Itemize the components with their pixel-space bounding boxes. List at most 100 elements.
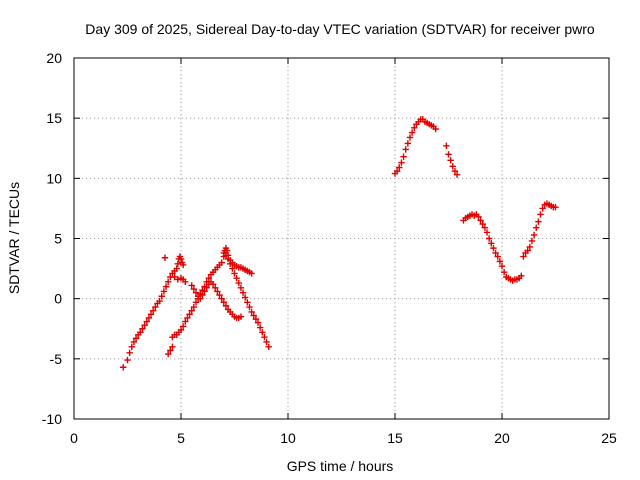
data-point — [203, 284, 210, 292]
data-point — [398, 159, 405, 166]
data-point — [124, 356, 131, 364]
data-point — [192, 299, 200, 306]
data-point — [451, 167, 459, 175]
data-point — [518, 272, 525, 280]
data-point — [190, 303, 198, 311]
data-point — [174, 276, 181, 283]
data-point — [256, 324, 264, 331]
data-point — [139, 325, 146, 332]
data-point — [239, 289, 247, 296]
data-point — [261, 333, 268, 341]
y-tick-label: 15 — [46, 110, 62, 126]
data-point — [177, 255, 185, 263]
y-tick-label: -10 — [42, 411, 62, 427]
data-point — [184, 314, 191, 322]
data-point — [479, 220, 486, 228]
x-tick-label: 15 — [387, 430, 403, 446]
x-tick-label: 25 — [601, 430, 617, 446]
data-point — [481, 224, 489, 231]
data-point — [173, 265, 180, 272]
data-point — [248, 270, 255, 277]
data-point — [218, 259, 225, 266]
chart-title: Day 309 of 2025, Sidereal Day-to-day VTE… — [85, 21, 595, 37]
data-point — [524, 247, 531, 254]
series-arc-8 — [460, 211, 525, 284]
data-point — [537, 211, 544, 218]
data-point — [161, 254, 169, 261]
data-point — [242, 294, 249, 301]
data-point — [229, 265, 236, 272]
data-point — [539, 205, 546, 212]
data-point — [443, 142, 450, 150]
data-point — [222, 302, 230, 310]
data-point — [218, 295, 225, 302]
y-tick-label: 10 — [46, 170, 62, 186]
data-point — [179, 261, 187, 269]
data-point — [141, 321, 148, 329]
series-arc-5 — [220, 249, 272, 350]
data-point — [494, 253, 501, 260]
y-tick-label: 5 — [54, 231, 62, 247]
data-point — [190, 285, 198, 293]
data-point — [162, 283, 170, 290]
data-point — [520, 253, 527, 260]
data-point — [197, 295, 204, 302]
data-point — [223, 247, 231, 254]
data-point — [199, 291, 206, 299]
data-point — [179, 323, 187, 330]
axis-ticks — [73, 57, 610, 420]
grid-lines — [74, 58, 609, 419]
data-point — [212, 284, 219, 292]
x-tick-labels: 0 5 10 15 20 25 — [70, 430, 617, 446]
data-point — [244, 299, 251, 306]
data-point — [224, 255, 232, 263]
data-point — [128, 343, 135, 350]
data-point — [156, 297, 163, 305]
data-point — [222, 252, 230, 259]
data-point — [186, 311, 193, 318]
data-point — [496, 258, 504, 265]
data-point — [445, 151, 452, 158]
y-tick-labels: -10 -5 0 5 10 15 20 — [42, 50, 62, 427]
data-point — [265, 343, 272, 350]
data-point — [490, 244, 497, 252]
data-point — [231, 270, 238, 277]
data-point — [174, 260, 181, 267]
data-point — [137, 329, 144, 336]
data-point — [477, 217, 484, 224]
series-arc-6 — [391, 116, 439, 177]
data-point — [528, 237, 536, 245]
data-point — [449, 163, 456, 170]
data-point — [188, 307, 195, 314]
data-point — [167, 347, 174, 354]
data-point — [177, 326, 185, 334]
data-point — [214, 288, 221, 295]
data-point — [192, 289, 200, 296]
data-point — [182, 318, 189, 325]
data-point — [152, 303, 159, 311]
data-point — [432, 125, 439, 133]
data-point — [498, 262, 506, 270]
data-point — [126, 349, 133, 357]
series-arc-1 — [120, 253, 187, 371]
data-point — [396, 164, 403, 171]
data-point — [143, 318, 150, 325]
data-point — [530, 231, 538, 239]
x-axis-label: GPS time / hours — [287, 458, 394, 474]
data-points — [120, 116, 559, 371]
data-point — [488, 240, 495, 247]
x-tick-label: 10 — [280, 430, 296, 446]
data-point — [233, 275, 240, 282]
data-point — [164, 278, 172, 286]
series-arc-7 — [443, 142, 461, 178]
data-point — [205, 275, 213, 282]
y-axis-label: SDTVAR / TECUs — [6, 182, 22, 294]
data-point — [535, 218, 542, 225]
series-arc-9 — [520, 200, 559, 260]
y-tick-label: 0 — [54, 291, 62, 307]
data-point — [201, 288, 208, 295]
data-point — [402, 146, 409, 153]
data-point — [132, 335, 140, 342]
data-point — [171, 273, 178, 281]
